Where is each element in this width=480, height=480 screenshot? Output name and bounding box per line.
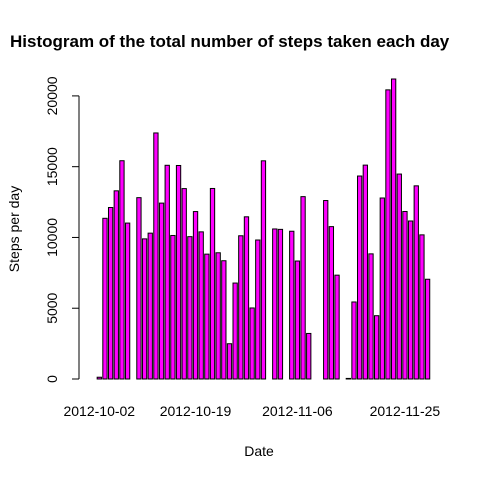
bar-2012-11-11: [323, 200, 329, 380]
bar-2012-10-14: [164, 164, 170, 380]
y-tick-label: 5000: [44, 292, 60, 323]
bar-2012-11-02: [272, 228, 278, 380]
bar-2012-10-07: [124, 222, 131, 380]
bar-2012-11-27: [413, 185, 419, 380]
bar-2012-11-16: [351, 301, 357, 380]
bar-2012-11-15: [345, 377, 352, 380]
bar-2012-11-19: [368, 253, 374, 380]
y-axis: 0 5000 10000 15000 20000: [44, 76, 80, 383]
bar-2012-11-18: [362, 164, 368, 380]
bar-2012-10-20: [198, 231, 204, 380]
bar-2012-11-06: [294, 260, 301, 380]
bar-2012-10-30: [255, 239, 261, 380]
x-axis: 2012-10-02 2012-10-19 2012-11-06 2012-11-25: [63, 403, 440, 419]
bar-2012-10-19: [192, 211, 199, 380]
bar-2012-10-15: [170, 234, 176, 380]
bar-2012-11-29: [424, 278, 431, 380]
bars-group: [96, 78, 431, 380]
bar-2012-11-08: [306, 332, 312, 380]
bar-2012-10-11: [147, 232, 153, 380]
bar-2012-10-03: [102, 217, 108, 380]
y-tick-label: 10000: [44, 218, 60, 257]
bar-2012-10-24: [221, 260, 227, 380]
y-tick-label: 0: [44, 375, 60, 383]
bar-2012-10-05: [113, 190, 119, 380]
bar-2012-10-31: [260, 160, 267, 380]
bar-2012-11-25: [402, 210, 408, 380]
bar-2012-10-10: [141, 238, 148, 380]
bar-2012-11-22: [385, 89, 391, 380]
bar-2012-10-12: [153, 132, 159, 380]
bar-2012-10-13: [158, 202, 165, 380]
bar-2012-10-17: [181, 188, 187, 380]
bar-2012-10-04: [107, 207, 114, 380]
bar-2012-11-13: [334, 274, 340, 380]
bar-2012-10-21: [204, 253, 210, 380]
bar-2012-10-09: [136, 197, 142, 380]
y-tick-label: 15000: [44, 147, 60, 186]
x-tick-label: 2012-11-06: [262, 403, 333, 419]
bar-2012-11-05: [289, 230, 295, 380]
bar-2012-11-26: [407, 220, 414, 380]
bar-2012-11-23: [390, 78, 397, 380]
bar-2012-11-12: [328, 226, 335, 380]
bar-2012-11-07: [300, 196, 306, 380]
chart-title: Histogram of the total number of steps t…: [10, 32, 450, 51]
bar-2012-10-22: [209, 187, 216, 380]
bar-2012-11-24: [396, 173, 402, 380]
x-tick-label: 2012-11-25: [370, 403, 441, 419]
bar-2012-10-06: [119, 160, 125, 380]
y-axis-title: Steps per day: [6, 186, 22, 272]
bar-2012-10-16: [175, 164, 182, 380]
bar-2012-10-25: [226, 343, 233, 380]
bar-2012-10-29: [249, 307, 255, 380]
bar-2012-10-18: [187, 236, 193, 380]
bar-2012-11-17: [357, 175, 363, 380]
bar-2012-10-23: [215, 252, 221, 380]
bar-2012-11-21: [379, 197, 385, 380]
bar-2012-10-02: [96, 376, 102, 380]
x-axis-title: Date: [244, 443, 274, 459]
x-tick-label: 2012-10-02: [63, 403, 135, 419]
bar-2012-11-20: [374, 315, 380, 380]
y-tick-label: 20000: [44, 76, 60, 115]
bar-2012-10-28: [243, 216, 250, 380]
bar-2012-11-03: [277, 228, 284, 380]
x-tick-label: 2012-10-19: [160, 403, 232, 419]
bar-2012-10-26: [232, 282, 238, 380]
bar-2012-10-27: [238, 235, 244, 380]
bar-2012-11-28: [419, 234, 425, 380]
